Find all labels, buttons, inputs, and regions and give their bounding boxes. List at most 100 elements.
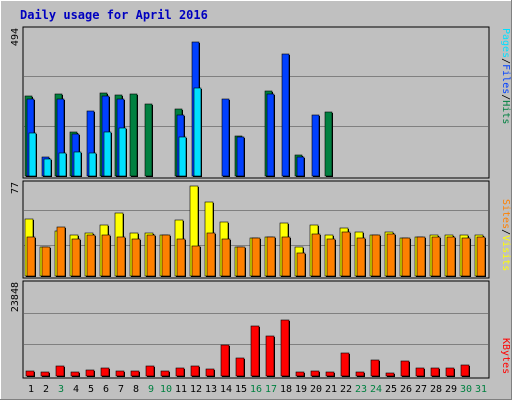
sites-bar xyxy=(221,238,231,277)
sites-bar xyxy=(281,236,291,277)
day-label: 14 xyxy=(220,384,232,395)
sites-bar xyxy=(416,236,426,277)
pages-bar xyxy=(73,151,82,177)
day-label: 27 xyxy=(415,384,427,395)
day-label: 12 xyxy=(190,384,202,395)
day-label: 7 xyxy=(118,384,124,395)
day-label: 21 xyxy=(325,384,337,395)
sites-bar xyxy=(86,234,96,277)
kbytes-bar xyxy=(190,365,200,377)
kbytes-bar xyxy=(340,352,350,377)
sites-bar xyxy=(71,238,81,277)
day-label: 16 xyxy=(250,384,262,395)
sites-bar xyxy=(116,236,126,277)
kbytes-bar xyxy=(280,319,290,377)
day-label: 23 xyxy=(355,384,367,395)
kbytes-bar xyxy=(310,370,320,377)
hits-bar xyxy=(144,103,153,177)
legend-kbytes: KBytes xyxy=(500,338,511,374)
day-label: 19 xyxy=(295,384,307,395)
kbytes-bar xyxy=(205,368,215,377)
day-label: 29 xyxy=(445,384,457,395)
sites-bar xyxy=(41,246,51,277)
kbytes-bar xyxy=(25,370,35,377)
kbytes-bar xyxy=(85,369,95,377)
pages-bar xyxy=(193,87,202,177)
sites-bar xyxy=(371,234,381,277)
legend-entry: / xyxy=(500,58,511,64)
sites-bar xyxy=(206,232,216,277)
day-label: 28 xyxy=(430,384,442,395)
day-label: 26 xyxy=(400,384,412,395)
day-label: 2 xyxy=(43,384,49,395)
day-label: 18 xyxy=(280,384,292,395)
day-label: 25 xyxy=(385,384,397,395)
day-label: 10 xyxy=(160,384,172,395)
sites-bar xyxy=(296,252,306,277)
kbytes-bar xyxy=(115,370,125,377)
chart-title: Daily usage for April 2016 xyxy=(20,8,208,22)
sites-bar xyxy=(161,234,171,277)
kbytes-bar xyxy=(370,359,380,377)
legend-entry: Pages xyxy=(500,28,511,58)
legend-entry: / xyxy=(500,229,511,235)
kbytes-bar xyxy=(55,365,65,377)
sites-bar xyxy=(341,231,351,277)
kbytes-bar xyxy=(445,367,455,377)
sites-visits-bars xyxy=(24,185,486,277)
files-bar xyxy=(221,98,230,177)
sites-bar xyxy=(431,236,441,277)
day-label: 6 xyxy=(103,384,109,395)
kbytes-bar xyxy=(325,371,335,377)
kbytes-bar xyxy=(250,325,260,377)
sites-bar xyxy=(26,236,36,277)
sites-bar xyxy=(326,238,336,277)
legend-entry: Sites xyxy=(500,199,511,229)
legend-pages-files-hits: Pages/Files/Hits xyxy=(500,28,511,124)
files-bar xyxy=(296,156,305,177)
hits-files-pages-bars xyxy=(24,41,333,177)
day-label: 3 xyxy=(58,384,64,395)
kbytes-bar xyxy=(40,371,50,377)
day-label: 22 xyxy=(340,384,352,395)
visits-max-label: 77 xyxy=(10,182,21,194)
files-bar xyxy=(281,53,290,177)
kbytes-bar xyxy=(460,364,470,377)
legend-entry: Visits xyxy=(500,235,511,271)
pages-bar xyxy=(178,136,187,177)
kbytes-bar xyxy=(355,371,365,377)
sites-bar xyxy=(446,236,456,277)
legend-entry: Hits xyxy=(500,100,511,124)
pages-bar xyxy=(58,152,67,177)
legend-entry: / xyxy=(500,94,511,100)
sites-bar xyxy=(251,237,261,277)
kbytes-bar xyxy=(100,367,110,377)
pages-bar xyxy=(88,152,97,177)
files-bar xyxy=(236,136,245,177)
pages-bar xyxy=(43,158,52,177)
sites-bar xyxy=(131,238,141,277)
day-label: 8 xyxy=(133,384,139,395)
kbytes-bars xyxy=(25,319,470,377)
kbytes-bar xyxy=(430,367,440,377)
hits-max-label: 494 xyxy=(10,28,21,46)
kbytes-bar xyxy=(295,371,305,377)
sites-bar xyxy=(236,246,246,277)
kbytes-bar xyxy=(265,335,275,377)
day-label: 17 xyxy=(265,384,277,395)
sites-bar xyxy=(101,234,111,277)
kbytes-bar xyxy=(160,370,170,377)
kbytes-bar xyxy=(130,370,140,377)
sites-bar xyxy=(401,237,411,277)
kbytes-bar xyxy=(385,372,395,377)
day-label: 13 xyxy=(205,384,217,395)
day-label: 4 xyxy=(73,384,79,395)
day-label: 31 xyxy=(475,384,487,395)
hits-bar xyxy=(324,111,333,177)
day-label: 9 xyxy=(148,384,154,395)
sites-bar xyxy=(146,234,156,277)
day-label: 11 xyxy=(175,384,187,395)
hits-bar xyxy=(129,93,138,177)
kbytes-bar xyxy=(235,357,245,377)
